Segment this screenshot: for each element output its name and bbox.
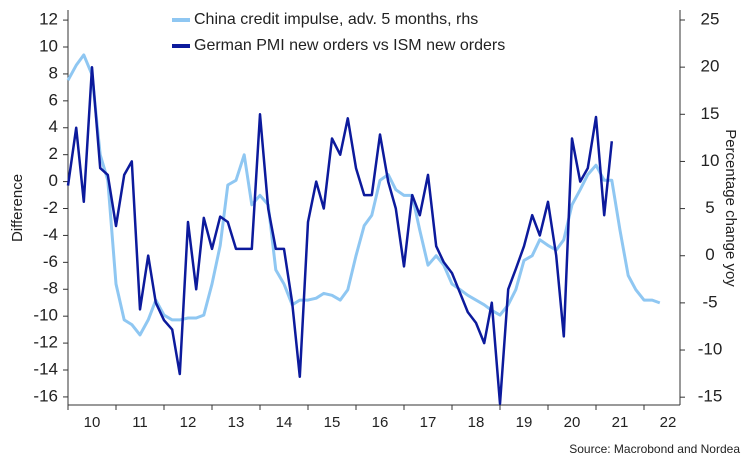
y2-tick-label: 20 — [701, 57, 720, 76]
y-tick-label: -4 — [43, 225, 58, 244]
x-tick-label: 15 — [324, 414, 341, 431]
y-tick-label: 6 — [49, 90, 58, 109]
y-tick-label: 2 — [49, 144, 58, 163]
y2-tick-label: 0 — [705, 245, 714, 264]
x-tick-label: 19 — [516, 414, 533, 431]
y-tick-label: 4 — [49, 117, 58, 136]
y-tick-label: -6 — [43, 252, 58, 271]
x-tick-label: 20 — [564, 414, 581, 431]
series-line — [66, 65, 614, 405]
y2-tick-label: 15 — [701, 104, 720, 123]
y2-tick-label: -15 — [698, 387, 723, 406]
y2-tick-label: -10 — [698, 340, 723, 359]
x-tick-label: 22 — [660, 414, 677, 431]
x-tick-label: 10 — [84, 414, 101, 431]
x-tick-label: 18 — [468, 414, 485, 431]
y-tick-label: 10 — [39, 36, 58, 55]
y2-tick-label: 5 — [705, 198, 714, 217]
x-tick-label: 17 — [420, 414, 437, 431]
legend-label: China credit impulse, adv. 5 months, rhs — [194, 11, 478, 28]
y-tick-label: -2 — [43, 198, 58, 217]
x-tick-label: 12 — [180, 414, 197, 431]
y2-tick-label: -5 — [702, 292, 717, 311]
x-tick-label: 11 — [132, 414, 148, 431]
x-tick-label: 21 — [612, 414, 629, 431]
y-tick-label: -16 — [33, 386, 58, 405]
source-note: Source: Macrobond and Nordea — [569, 442, 740, 456]
y-tick-label: -8 — [43, 279, 58, 298]
y-tick-label: 12 — [39, 10, 58, 29]
y-axis-label: Difference — [9, 174, 26, 242]
y2-axis-label: Percentage change yoy — [722, 129, 739, 287]
y-tick-label: -10 — [33, 306, 58, 325]
x-tick-label: 13 — [228, 414, 245, 431]
y-tick-label: 0 — [49, 171, 58, 190]
y-tick-label: -12 — [33, 333, 58, 352]
y2-tick-label: 10 — [701, 151, 720, 170]
series-line — [66, 53, 661, 337]
y-tick-label: 8 — [49, 63, 58, 82]
y-tick-label: -14 — [33, 359, 58, 378]
x-tick-label: 16 — [372, 414, 389, 431]
y2-tick-label: 25 — [701, 9, 720, 28]
x-tick-label: 14 — [276, 414, 293, 431]
legend-label: German PMI new orders vs ISM new orders — [194, 37, 505, 54]
